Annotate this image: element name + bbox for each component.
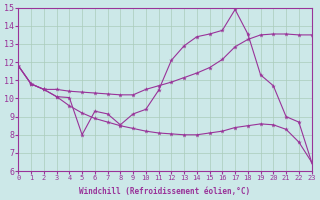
X-axis label: Windchill (Refroidissement éolien,°C): Windchill (Refroidissement éolien,°C) xyxy=(79,187,251,196)
